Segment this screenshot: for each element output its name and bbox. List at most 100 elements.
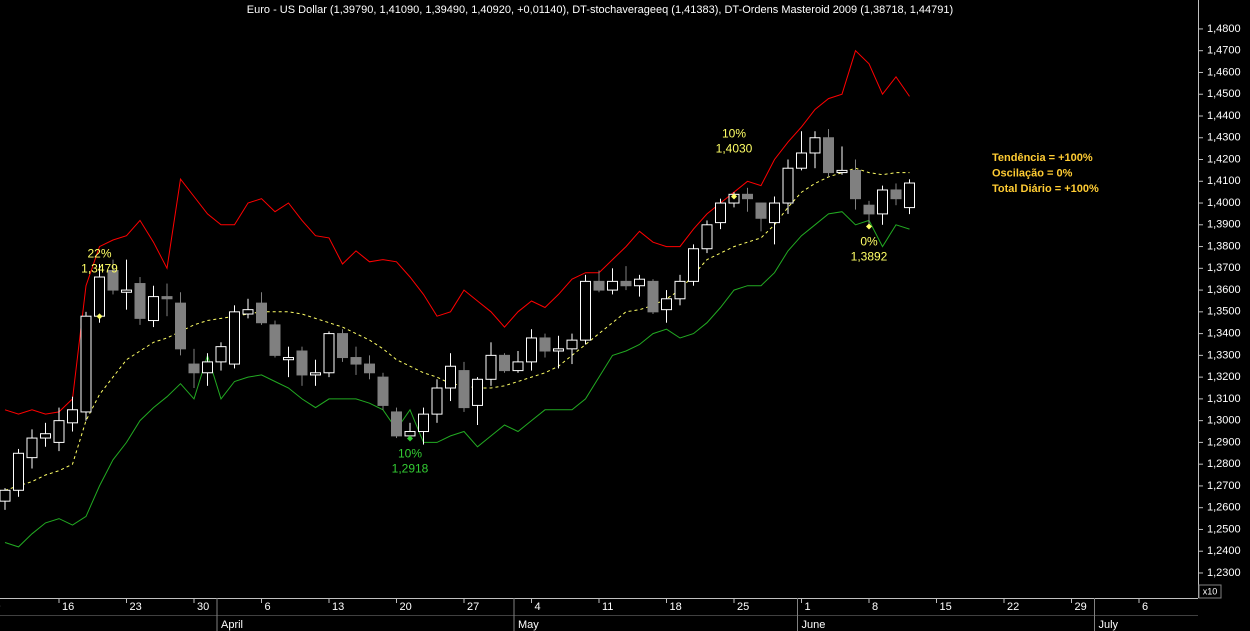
candle-body — [188, 363, 200, 374]
x-tick-label: 23 — [129, 601, 141, 613]
candle-body — [593, 280, 605, 291]
candle-body — [890, 189, 902, 200]
x-tick-label: 1 — [805, 601, 811, 613]
annotation-marker — [406, 435, 413, 442]
y-tick-label: 1,4700 — [1207, 45, 1241, 57]
overlay-line — [4, 49, 910, 415]
candle-body — [742, 193, 754, 200]
candle-body — [201, 361, 213, 374]
x-tick-label: 18 — [670, 601, 682, 613]
month-label: June — [802, 619, 826, 631]
y-tick-label: 1,3400 — [1207, 328, 1241, 340]
x-tick-label: 9 — [0, 601, 1, 613]
x-tick-label: 4 — [534, 601, 540, 613]
x-tick-label: 11 — [602, 601, 613, 613]
candle-body — [715, 202, 727, 224]
y-tick-label: 1,4100 — [1207, 175, 1241, 187]
candle-body — [539, 337, 551, 352]
candle-body — [120, 289, 132, 293]
status-line: Tendência = +100% — [992, 152, 1093, 164]
annotation-price: 1,2918 — [392, 462, 429, 476]
candle-body — [877, 189, 889, 215]
candle-body — [296, 350, 308, 376]
candle-body — [688, 248, 700, 282]
y-tick-label: 1,4000 — [1207, 197, 1241, 209]
x-tick-label: 29 — [1075, 601, 1087, 613]
candle-body — [904, 182, 916, 209]
candle-body — [66, 409, 78, 424]
x-tick-label: 13 — [332, 601, 344, 613]
candle-body — [512, 361, 524, 372]
corner-box — [1198, 584, 1222, 599]
candle-body — [485, 354, 497, 380]
candle-body — [634, 278, 646, 287]
candle-body — [390, 411, 402, 437]
candle-body — [26, 437, 38, 459]
candle-body — [863, 204, 875, 215]
annotation-price: 1,3479 — [81, 262, 118, 276]
y-tick-label: 1,4400 — [1207, 110, 1241, 122]
candle-body — [80, 315, 92, 413]
candle-body — [147, 296, 159, 322]
candle-body — [228, 311, 240, 365]
y-tick-label: 1,3600 — [1207, 284, 1241, 296]
x-tick-label: 15 — [940, 601, 952, 613]
y-tick-label: 1,2500 — [1207, 523, 1241, 535]
candle-body — [471, 378, 483, 406]
candle-body — [363, 363, 375, 374]
candle-body — [796, 152, 808, 169]
y-tick-label: 1,2700 — [1207, 480, 1241, 492]
chart-title: Euro - US Dollar (1,39790, 1,41090, 1,39… — [247, 4, 953, 16]
annotation-pct: 10% — [398, 447, 422, 461]
status-line: Oscilação = 0% — [992, 167, 1073, 179]
candle-body — [620, 280, 632, 287]
candle-body — [269, 324, 281, 356]
candle-body — [444, 365, 456, 389]
candle-body — [309, 372, 321, 376]
y-tick-label: 1,2300 — [1207, 567, 1241, 579]
y-tick-label: 1,3300 — [1207, 349, 1241, 361]
candle-body — [12, 452, 24, 491]
candle-body — [255, 302, 267, 324]
candle-body — [107, 269, 119, 291]
candle-body — [336, 333, 348, 359]
candle-body — [674, 280, 686, 300]
candle-body — [661, 298, 673, 311]
candle-body — [850, 169, 862, 200]
corner-label: x10 — [1203, 586, 1218, 596]
month-label: April — [221, 619, 243, 631]
x-tick-label: 6 — [264, 601, 270, 613]
y-tick-label: 1,2400 — [1207, 545, 1241, 557]
y-tick-label: 1,4500 — [1207, 88, 1241, 100]
candle-body — [525, 337, 537, 363]
month-label: May — [518, 619, 539, 631]
candle-body — [134, 283, 146, 319]
candle-body — [458, 370, 470, 409]
candle-body — [174, 302, 186, 350]
x-tick-label: 8 — [872, 601, 878, 613]
annotation-price: 1,4030 — [716, 142, 753, 156]
candle-body — [53, 420, 65, 443]
y-tick-label: 1,3800 — [1207, 240, 1241, 252]
y-tick-label: 1,3900 — [1207, 219, 1241, 231]
candle-body — [566, 339, 578, 350]
candle-body — [215, 346, 227, 363]
annotation-marker — [731, 193, 738, 200]
y-tick-label: 1,3100 — [1207, 393, 1241, 405]
y-tick-label: 1,2800 — [1207, 458, 1241, 470]
x-tick-label: 25 — [737, 601, 749, 613]
candle-body — [39, 433, 51, 439]
candle-body — [431, 387, 443, 415]
candle-body — [377, 376, 389, 406]
x-tick-label: 22 — [1007, 601, 1019, 613]
month-label: July — [1099, 619, 1119, 631]
y-tick-label: 1,3500 — [1207, 306, 1241, 318]
y-tick-label: 1,4800 — [1207, 23, 1241, 35]
candle-body — [417, 413, 429, 433]
y-tick-label: 1,2600 — [1207, 502, 1241, 514]
candle-body — [93, 276, 105, 317]
overlay-line — [4, 211, 910, 548]
